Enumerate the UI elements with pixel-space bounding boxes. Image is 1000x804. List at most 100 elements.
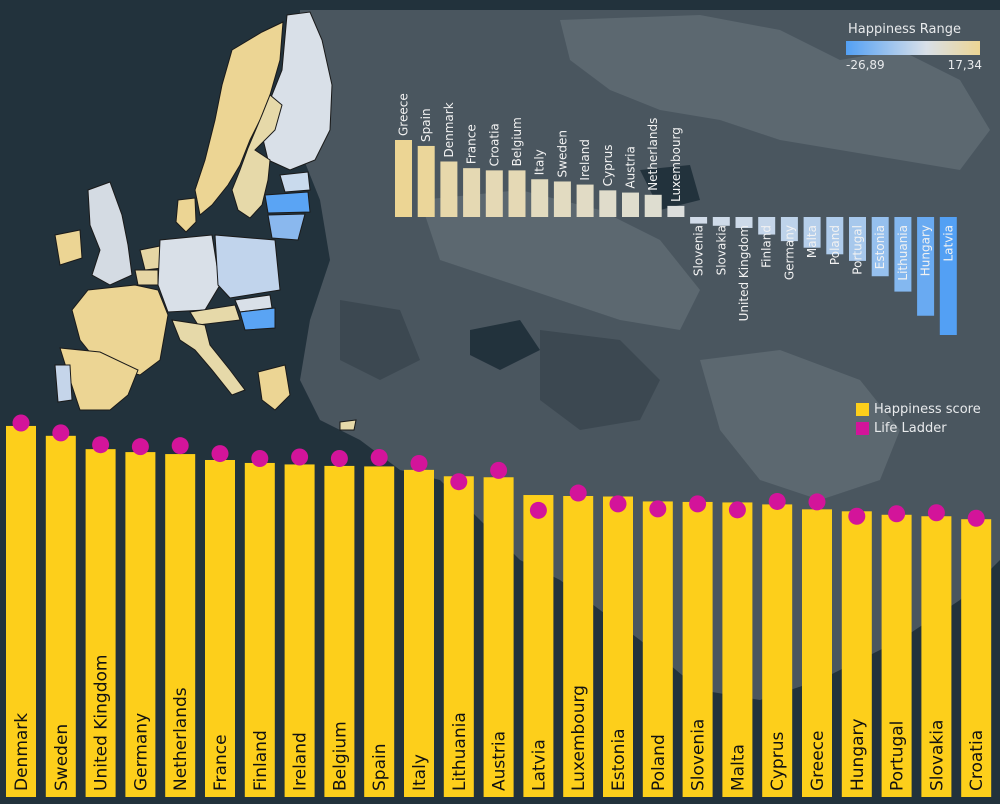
life-ladder-dot-belgium <box>330 450 348 468</box>
diverging-label-cyprus: Cyprus <box>601 144 615 186</box>
diverging-label-austria: Austria <box>624 146 638 188</box>
legend-label-happiness-score: Happiness score <box>874 402 981 417</box>
diverging-bar-luxembourg <box>667 205 685 217</box>
diverging-bar-france <box>463 168 481 217</box>
life-ladder-dot-denmark <box>12 414 30 432</box>
diverging-label-ireland: Ireland <box>578 139 592 181</box>
diverging-label-germany: Germany <box>782 225 796 280</box>
happiness-label-germany: Germany <box>131 713 151 791</box>
diverging-label-poland: Poland <box>828 225 842 265</box>
map-region-finland <box>261 11 333 171</box>
diverging-label-lithuania: Lithuania <box>896 225 910 281</box>
map-region-austria <box>189 304 241 326</box>
life-ladder-dot-netherlands <box>171 437 189 455</box>
diverging-bar-malta <box>803 217 821 248</box>
happiness-bar-latvia <box>523 495 554 797</box>
happiness-range-title: Happiness Range <box>848 22 961 37</box>
diverging-label-sweden: Sweden <box>555 130 569 177</box>
diverging-bar-netherlands <box>644 194 662 217</box>
diverging-label-slovakia: Slovakia <box>714 225 728 275</box>
europe-choropleth-map <box>54 11 357 431</box>
happiness-label-belgium: Belgium <box>330 721 350 791</box>
happiness-bar-spain <box>364 466 395 797</box>
life-ladder-dot-sweden <box>52 424 70 442</box>
life-ladder-dot-latvia <box>529 501 547 519</box>
map-region-hungary <box>239 307 276 331</box>
diverging-bar-austria <box>622 192 639 217</box>
happiness-bar-portugal <box>881 514 912 797</box>
happiness-label-poland: Poland <box>649 734 669 791</box>
diverging-label-croatia: Croatia <box>487 123 501 166</box>
happiness-label-italy: Italy <box>410 754 430 791</box>
happiness-bar-slovenia <box>682 501 713 797</box>
diverging-label-denmark: Denmark <box>442 102 456 157</box>
series-legend: Happiness score Life Ladder <box>856 402 981 436</box>
happiness-bar-france <box>205 459 235 797</box>
life-ladder-dot-luxembourg <box>569 484 587 502</box>
happiness-label-slovenia: Slovenia <box>689 719 709 791</box>
happiness-label-cyprus: Cyprus <box>768 732 788 791</box>
happiness-bar-lithuania <box>443 476 474 797</box>
happiness-bar-croatia <box>961 519 992 797</box>
happiness-bar-greece <box>802 509 832 797</box>
diverging-bar-spain <box>417 145 435 217</box>
happiness-bar-germany <box>125 452 156 797</box>
life-ladder-dot-ireland <box>291 448 309 466</box>
happiness-range-min: -26,89 <box>846 58 885 72</box>
legend-label-life-ladder: Life Ladder <box>874 421 947 436</box>
happiness-label-greece: Greece <box>808 730 828 791</box>
diverging-label-estonia: Estonia <box>873 225 887 269</box>
diverging-label-hungary: Hungary <box>919 225 933 276</box>
diverging-bar-lithuania <box>894 217 912 292</box>
happiness-bar-malta <box>722 502 753 797</box>
life-ladder-dot-germany <box>131 438 149 456</box>
life-ladder-dot-united-kingdom <box>92 436 110 454</box>
life-ladder-dot-greece <box>808 493 826 511</box>
map-region-latvia <box>264 191 311 214</box>
legend-swatch-happiness-score <box>856 403 869 416</box>
map-region-portugal <box>54 364 73 403</box>
happiness-bar-denmark <box>6 425 36 797</box>
life-ladder-dot-croatia <box>967 509 985 527</box>
happiness-bar-poland <box>642 501 673 797</box>
life-ladder-dot-finland <box>251 450 269 468</box>
happiness-bar-italy <box>404 469 434 797</box>
life-ladder-dot-cyprus <box>768 492 786 510</box>
life-ladder-dot-malta <box>728 501 746 519</box>
life-ladder-dot-austria <box>490 461 508 479</box>
happiness-label-lithuania: Lithuania <box>450 712 470 791</box>
diverging-label-latvia: Latvia <box>941 225 955 262</box>
happiness-bar-ireland <box>284 464 315 797</box>
diverging-bar-poland <box>826 217 844 255</box>
happiness-label-finland: Finland <box>251 730 271 791</box>
map-region-cyprus <box>339 419 357 431</box>
happiness-label-netherlands: Netherlands <box>171 687 191 791</box>
map-region-germany <box>157 234 221 313</box>
diverging-bar-denmark <box>440 161 458 217</box>
life-ladder-dot-slovakia <box>927 504 945 522</box>
diverging-label-portugal: Portugal <box>851 225 865 275</box>
diverging-bar-germany <box>780 217 798 242</box>
legend-swatch-life-ladder <box>856 422 869 435</box>
happiness-label-malta: Malta <box>728 744 748 791</box>
happiness-bar-chart: Denmark Sweden United Kingdom Germany Nether… <box>6 414 992 797</box>
happiness-label-denmark: Denmark <box>12 713 32 791</box>
happiness-bar-luxembourg <box>563 496 594 797</box>
happiness-bar-sweden <box>45 435 76 797</box>
diverging-bar-sweden <box>553 181 571 217</box>
life-ladder-dot-italy <box>410 454 428 472</box>
diverging-bar-cyprus <box>599 190 617 217</box>
diverging-label-luxembourg: Luxembourg <box>669 127 683 202</box>
diverging-label-italy: Italy <box>533 149 547 175</box>
happiness-bar-netherlands <box>165 454 196 797</box>
map-region-denmark <box>175 197 197 233</box>
legend-item-life-ladder: Life Ladder <box>856 421 981 436</box>
happiness-label-sweden: Sweden <box>52 724 72 791</box>
happiness-bar-austria <box>483 477 514 797</box>
diverging-label-spain: Spain <box>419 108 433 142</box>
happiness-label-portugal: Portugal <box>888 721 908 791</box>
happiness-label-luxembourg: Luxembourg <box>569 685 589 791</box>
happiness-label-france: France <box>211 734 231 791</box>
